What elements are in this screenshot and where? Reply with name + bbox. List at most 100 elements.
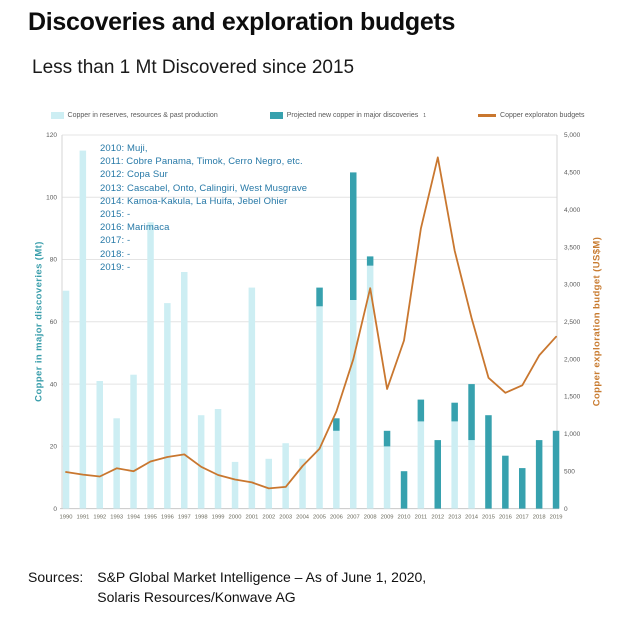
legend-item-2: Copper exploraton budgets xyxy=(478,112,584,119)
bar-discoveries-2011 xyxy=(417,399,425,422)
bar-reserves-2001 xyxy=(248,287,256,509)
right-axis-tick: 500 xyxy=(564,468,575,475)
year-label: 1992 xyxy=(93,515,106,521)
right-axis-tick: 2,000 xyxy=(564,356,581,363)
right-axis-tick: 0 xyxy=(564,506,568,513)
year-label: 1993 xyxy=(110,515,123,521)
bar-discoveries-2007 xyxy=(350,172,357,300)
bar-reserves-1999 xyxy=(214,409,222,509)
year-label: 2008 xyxy=(364,515,377,521)
bar-discoveries-2010 xyxy=(400,471,408,509)
year-label: 1997 xyxy=(178,515,191,521)
year-label: 2009 xyxy=(381,515,394,521)
left-axis-tick: 0 xyxy=(53,506,57,513)
left-axis-tick: 120 xyxy=(46,132,57,139)
left-axis-title: Copper in major discoveries (Mt) xyxy=(33,241,45,402)
year-label: 1996 xyxy=(161,515,174,521)
bar-discoveries-2006 xyxy=(333,418,340,431)
sources-line-2: Solaris Resources/Konwave AG xyxy=(97,589,296,605)
bar-reserves-1997 xyxy=(181,272,188,509)
year-label: 2011 xyxy=(415,515,427,521)
year-label: 1991 xyxy=(76,515,89,521)
bar-discoveries-2008 xyxy=(366,256,374,266)
year-label: 2001 xyxy=(245,515,258,521)
legend-label: Projected new copper in major discoverie… xyxy=(286,112,419,119)
bar-reserves-2014 xyxy=(468,440,475,509)
bar-reserves-1998 xyxy=(197,415,205,509)
year-label: 2012 xyxy=(431,515,444,521)
year-label: 1998 xyxy=(195,515,208,521)
year-label: 2004 xyxy=(296,515,310,521)
bar-reserves-1996 xyxy=(164,303,171,509)
bar-reserves-2006 xyxy=(333,430,340,509)
bar-reserves-1991 xyxy=(79,150,87,509)
year-label: 2013 xyxy=(448,515,461,521)
bar-reserves-2011 xyxy=(417,421,425,509)
year-label: 2007 xyxy=(347,515,360,521)
bar-discoveries-2018 xyxy=(535,440,543,509)
right-axis-title: Copper exploration budget (US$M) xyxy=(591,236,603,407)
year-label: 1994 xyxy=(127,515,141,521)
budget-line xyxy=(65,156,557,490)
bar-reserves-2002 xyxy=(265,458,272,509)
bar-reserves-1992 xyxy=(96,381,103,509)
right-axis-tick: 3,500 xyxy=(564,244,581,251)
left-axis-tick: 100 xyxy=(46,195,57,202)
annotation-line: 2013: Cascabel, Onto, Calingiri, West Mu… xyxy=(100,182,308,194)
bar-discoveries-2019 xyxy=(552,430,560,509)
right-axis-tick: 3,000 xyxy=(564,282,581,289)
sources-block: Sources: S&P Global Market Intelligence … xyxy=(28,567,426,607)
right-axis-tick: 4,500 xyxy=(564,170,581,177)
year-label: 2010 xyxy=(398,515,411,521)
year-label: 2006 xyxy=(330,515,343,521)
legend-line-marker xyxy=(478,114,497,117)
legend-square-marker xyxy=(50,112,64,119)
legend-item-1: Projected new copper in major discoverie… xyxy=(269,112,427,119)
annotation-line: 2017: - xyxy=(100,235,131,247)
year-label: 2019 xyxy=(550,515,563,521)
year-label: 2005 xyxy=(313,515,326,521)
year-label: 1990 xyxy=(60,515,73,521)
year-label: 2002 xyxy=(262,515,275,521)
bar-discoveries-2009 xyxy=(383,430,391,447)
bar-reserves-2000 xyxy=(231,461,239,509)
bar-discoveries-2013 xyxy=(451,402,458,422)
year-label: 2003 xyxy=(279,515,292,521)
bar-reserves-1995 xyxy=(147,222,154,509)
bar-discoveries-2015 xyxy=(485,415,492,509)
year-label: 2014 xyxy=(465,515,479,521)
year-label: 1995 xyxy=(144,515,157,521)
bar-reserves-2004 xyxy=(299,458,306,509)
bar-reserves-2005 xyxy=(316,306,323,509)
annotation-line: 2018: - xyxy=(100,248,131,260)
left-axis-tick: 40 xyxy=(50,381,58,388)
chart-subtitle: Less than 1 Mt Discovered since 2015 xyxy=(32,57,355,78)
bar-reserves-2003 xyxy=(282,443,289,509)
legend-footnote-marker: 1 xyxy=(423,112,427,119)
right-axis-tick: 4,000 xyxy=(564,207,581,214)
legend-item-0: Copper in reserves, resources & past pro… xyxy=(50,112,218,119)
bar-reserves-2007 xyxy=(350,300,357,509)
left-axis-tick: 80 xyxy=(50,257,58,264)
year-label: 2015 xyxy=(482,515,495,521)
bar-reserves-1993 xyxy=(113,418,120,509)
legend-label: Copper in reserves, resources & past pro… xyxy=(67,112,218,119)
annotation-line: 2019: - xyxy=(100,261,131,273)
year-label: 2017 xyxy=(516,515,529,521)
bar-reserves-1990 xyxy=(62,290,70,509)
annotation-line: 2014: Kamoa-Kakula, La Huifa, Jebel Ohie… xyxy=(100,195,288,207)
right-axis-tick: 2,500 xyxy=(564,319,581,326)
chart-area: Copper in reserves, resources & past pro… xyxy=(30,103,605,558)
bar-reserves-2009 xyxy=(383,446,391,509)
annotation-line: 2010: Muji, xyxy=(100,143,148,154)
bar-reserves-2013 xyxy=(451,421,458,509)
bar-discoveries-2012 xyxy=(434,440,441,509)
bar-reserves-2008 xyxy=(366,265,374,509)
left-axis-tick: 20 xyxy=(50,444,58,451)
bar-reserves-1994 xyxy=(130,374,137,509)
right-axis-tick: 1,000 xyxy=(564,431,581,438)
bar-discoveries-2014 xyxy=(468,384,475,441)
annotation-line: 2012: Copa Sur xyxy=(100,169,168,181)
legend-square-marker xyxy=(269,112,283,119)
